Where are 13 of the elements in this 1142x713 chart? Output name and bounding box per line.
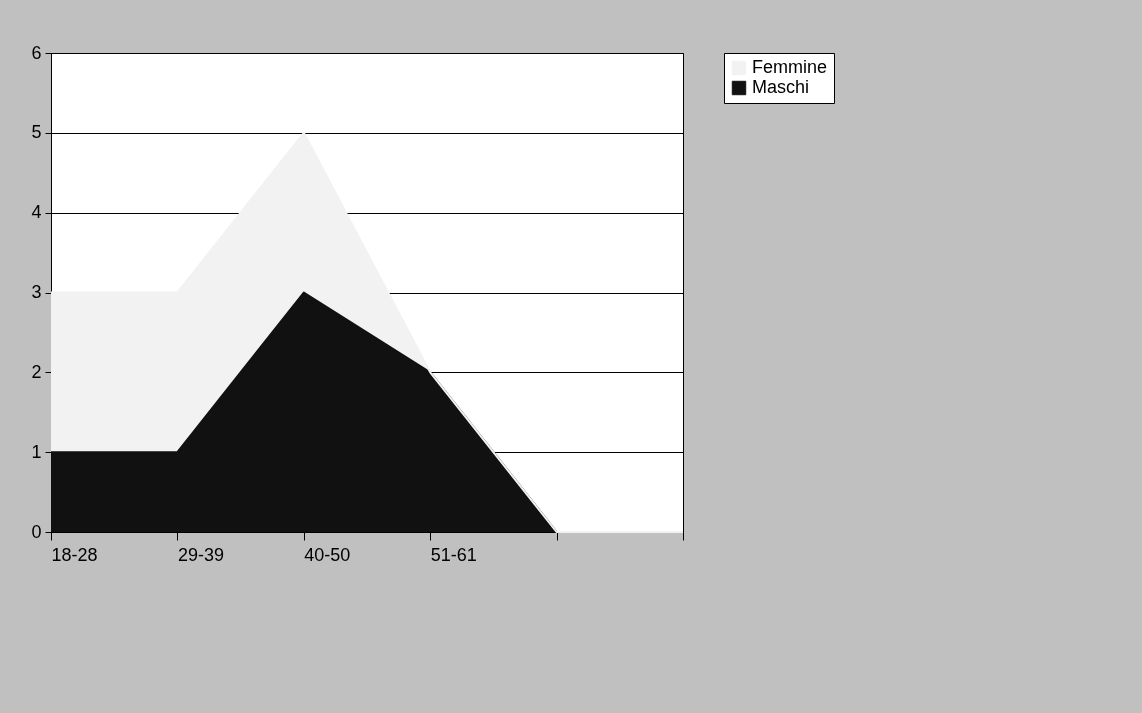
x-tick-label: 18-28 <box>51 544 98 565</box>
y-tick-label: 3 <box>31 282 42 302</box>
x-tick-label: 40-50 <box>304 544 351 565</box>
legend-label: Maschi <box>752 77 810 97</box>
y-tick-label: 2 <box>31 361 42 382</box>
legend-label: Femmine <box>752 57 828 77</box>
y-tick-label: 4 <box>31 202 42 223</box>
y-tick-label: 5 <box>31 122 42 143</box>
y-tick-label: 6 <box>31 42 42 63</box>
x-tick-label: 29-39 <box>177 544 224 565</box>
y-tick-label: 0 <box>31 521 42 542</box>
y-tick-label: 1 <box>31 441 42 462</box>
x-tick-label: 51-61 <box>430 544 477 565</box>
